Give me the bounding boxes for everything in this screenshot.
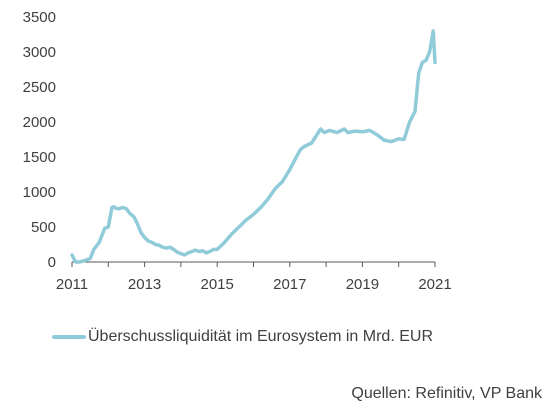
y-tick-label: 2000 <box>23 114 56 131</box>
legend: Überschussliquidität im Eurosystem in Mr… <box>52 326 472 348</box>
legend-swatch <box>52 335 86 339</box>
x-axis-ticks: 2011 2013 2015 2017 2019 2021 <box>56 276 452 293</box>
x-tick-label: 2015 <box>201 276 234 293</box>
y-tick-label: 3000 <box>23 44 56 61</box>
x-tick-label: 2017 <box>273 276 306 293</box>
x-tick-label: 2011 <box>56 276 88 293</box>
series-layer <box>70 29 437 264</box>
source-note: Quellen: Refinitiv, VP Bank <box>351 385 542 402</box>
x-tick-label: 2013 <box>128 276 161 293</box>
y-tick-label: 1000 <box>23 184 56 201</box>
x-tick-label: 2021 <box>418 276 451 293</box>
x-tick-label: 2019 <box>346 276 379 293</box>
y-tick-label: 500 <box>31 219 56 236</box>
y-tick-label: 0 <box>48 254 56 271</box>
legend-label: Überschussliquidität im Eurosystem in Mr… <box>88 328 433 345</box>
series-line <box>70 29 437 264</box>
y-axis-ticks: 0 500 1000 1500 2000 2500 3000 3500 <box>23 9 56 271</box>
y-tick-label: 1500 <box>23 149 56 166</box>
y-tick-label: 3500 <box>23 9 56 26</box>
x-axis-tick-marks <box>71 262 436 267</box>
y-tick-label: 2500 <box>23 79 56 96</box>
